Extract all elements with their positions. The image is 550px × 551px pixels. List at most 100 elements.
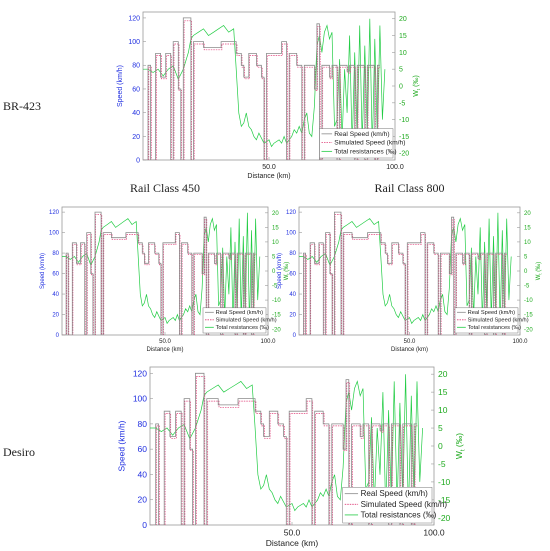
y2-tick-label: 15 bbox=[438, 387, 448, 397]
legend-entry: Total resistances (‰) bbox=[216, 325, 270, 331]
y2-tick-label: 20 bbox=[272, 211, 279, 217]
y-tick-label: 60 bbox=[138, 444, 148, 454]
legend-entry: Real Speed (km/h) bbox=[361, 489, 429, 498]
y-tick-label: 120 bbox=[128, 15, 140, 22]
y-tick-label: 0 bbox=[142, 520, 147, 530]
y2-tick-label: 5 bbox=[524, 255, 528, 261]
y2-tick-label: -10 bbox=[272, 298, 281, 304]
y2-label-main: W bbox=[413, 90, 420, 97]
y2-label-main: W bbox=[454, 451, 464, 459]
y-tick-label: 60 bbox=[132, 86, 140, 93]
legend-entry: Total resistances (‰) bbox=[361, 510, 437, 519]
x-axis-label: Distance (km) bbox=[247, 173, 290, 180]
y2-tick-label: -5 bbox=[524, 284, 530, 290]
y-axis-label: Speed (km/h) bbox=[40, 253, 46, 289]
y2-tick-label: -20 bbox=[399, 151, 409, 158]
y-tick-label: 0 bbox=[293, 333, 297, 339]
y-axis-label: Speed (km/h) bbox=[117, 420, 127, 471]
y-tick-label: 100 bbox=[128, 39, 140, 46]
y-tick-label: 20 bbox=[132, 134, 140, 141]
legend-entry: Simulated Speed (km/h) bbox=[468, 318, 529, 324]
y2-tick-label: -10 bbox=[524, 298, 533, 304]
legend: Real Speed (km/h) Simulated Speed (km/h)T… bbox=[202, 307, 277, 334]
y-tick-label: 100 bbox=[49, 231, 60, 237]
y-tick-label: 60 bbox=[289, 272, 296, 278]
y2-tick-label: 0 bbox=[399, 83, 403, 90]
chart-panel-4: Desiro 0 20 40 60 80 100 120 -20 -15 -10 -5 0 5 10 15 20… bbox=[3, 366, 467, 548]
y-tick-label: 80 bbox=[289, 251, 296, 257]
x-tick-label: 50.0 bbox=[159, 339, 171, 345]
chart-panel-2: Rail Class 450020406080100120-20-15-10-5… bbox=[40, 181, 291, 353]
y-tick-label: 60 bbox=[52, 272, 59, 278]
y2-tick-label: -5 bbox=[399, 100, 405, 107]
y2-label-main: W bbox=[536, 274, 542, 280]
y2-tick-label: -10 bbox=[438, 477, 451, 487]
chart-panel-3: Rail Class 800020406080100120-20-15-10-5… bbox=[277, 181, 543, 353]
y2-tick-label: 20 bbox=[524, 211, 531, 217]
y-axis-label: Speed (km/h) bbox=[277, 253, 283, 289]
y2-label-unit: (‰) bbox=[413, 75, 420, 89]
y-tick-label: 0 bbox=[56, 333, 60, 339]
y2-tick-label: -5 bbox=[272, 284, 278, 290]
y2-label-unit: (‰) bbox=[284, 262, 290, 274]
y2-label-sub: t bbox=[538, 273, 543, 275]
y2-tick-label: -15 bbox=[438, 495, 451, 505]
y-tick-label: 100 bbox=[286, 231, 297, 237]
y2-tick-label: 0 bbox=[438, 441, 443, 451]
legend-box bbox=[342, 487, 433, 524]
y2-tick-label: -15 bbox=[524, 313, 533, 319]
x-tick-label: 100.0 bbox=[512, 339, 528, 345]
y-axis-label: Speed (km/h) bbox=[117, 65, 124, 107]
legend-entry: Real Speed (km/h) bbox=[216, 310, 264, 316]
y2-tick-label: -15 bbox=[399, 134, 409, 141]
series-real-speed bbox=[143, 17, 380, 160]
y-tick-label: 20 bbox=[52, 313, 59, 319]
y2-label-sub: t bbox=[461, 449, 467, 451]
y-tick-label: 80 bbox=[138, 419, 148, 429]
x-tick-label: 50.0 bbox=[262, 164, 276, 171]
y2-tick-label: 5 bbox=[438, 423, 443, 433]
legend-entry: Simulated Speed (km/h) bbox=[361, 500, 448, 509]
y2-axis-label: Wt (‰) bbox=[284, 262, 291, 281]
y-tick-label: 120 bbox=[286, 210, 297, 216]
y-tick-label: 100 bbox=[133, 394, 147, 404]
y2-axis-label: Wt (‰) bbox=[413, 75, 422, 97]
x-tick-label: 100.0 bbox=[260, 339, 276, 345]
y2-tick-label: 10 bbox=[399, 50, 407, 57]
y2-label-sub: t bbox=[286, 273, 291, 275]
y2-tick-label: 0 bbox=[524, 269, 528, 275]
x-tick-label: 50.0 bbox=[404, 339, 416, 345]
y2-tick-label: -15 bbox=[272, 313, 281, 319]
y2-tick-label: -10 bbox=[399, 117, 409, 124]
x-axis-label: Distance (km) bbox=[266, 538, 319, 548]
y2-tick-label: -20 bbox=[438, 513, 451, 523]
x-tick-label: 50.0 bbox=[284, 528, 301, 538]
y2-label-unit: (‰) bbox=[454, 433, 464, 450]
x-axis-label: Distance (km) bbox=[391, 347, 428, 353]
y-tick-label: 20 bbox=[138, 495, 148, 505]
y2-tick-label: 5 bbox=[272, 255, 276, 261]
series-real-speed bbox=[299, 211, 507, 335]
y2-tick-label: 10 bbox=[524, 240, 531, 246]
chart-panel-1: BR-423 0 20 40 60 80 100 120 -20 -15 -10 -5 0 5 10 15 20… bbox=[3, 11, 422, 180]
y-tick-label: 40 bbox=[132, 110, 140, 117]
legend-entry: Real Speed (km/h) bbox=[334, 131, 389, 138]
y2-tick-label: 10 bbox=[272, 240, 279, 246]
y2-tick-label: 15 bbox=[272, 225, 279, 231]
legend-entry: Simulated Speed (km/h) bbox=[216, 318, 277, 324]
y2-tick-label: 20 bbox=[438, 369, 448, 379]
legend: Real Speed (km/h) Simulated Speed (km/h)T… bbox=[342, 487, 448, 524]
x-tick-label: 100.0 bbox=[423, 528, 445, 538]
y-tick-label: 120 bbox=[49, 210, 60, 216]
chart-title: Rail Class 800 bbox=[374, 181, 444, 195]
x-tick-label: 100.0 bbox=[386, 164, 404, 171]
y2-label-sub: t bbox=[416, 88, 422, 90]
y2-tick-label: -20 bbox=[524, 327, 533, 333]
y2-tick-label: 10 bbox=[438, 405, 448, 415]
y2-label-unit: (‰) bbox=[536, 262, 542, 274]
y2-axis-label: Wt (‰) bbox=[454, 433, 467, 459]
legend: Real Speed (km/h) Simulated Speed (km/h)T… bbox=[454, 307, 529, 334]
x-axis-label: Distance (km) bbox=[146, 347, 183, 353]
legend-entry: Real Speed (km/h) bbox=[468, 310, 516, 316]
